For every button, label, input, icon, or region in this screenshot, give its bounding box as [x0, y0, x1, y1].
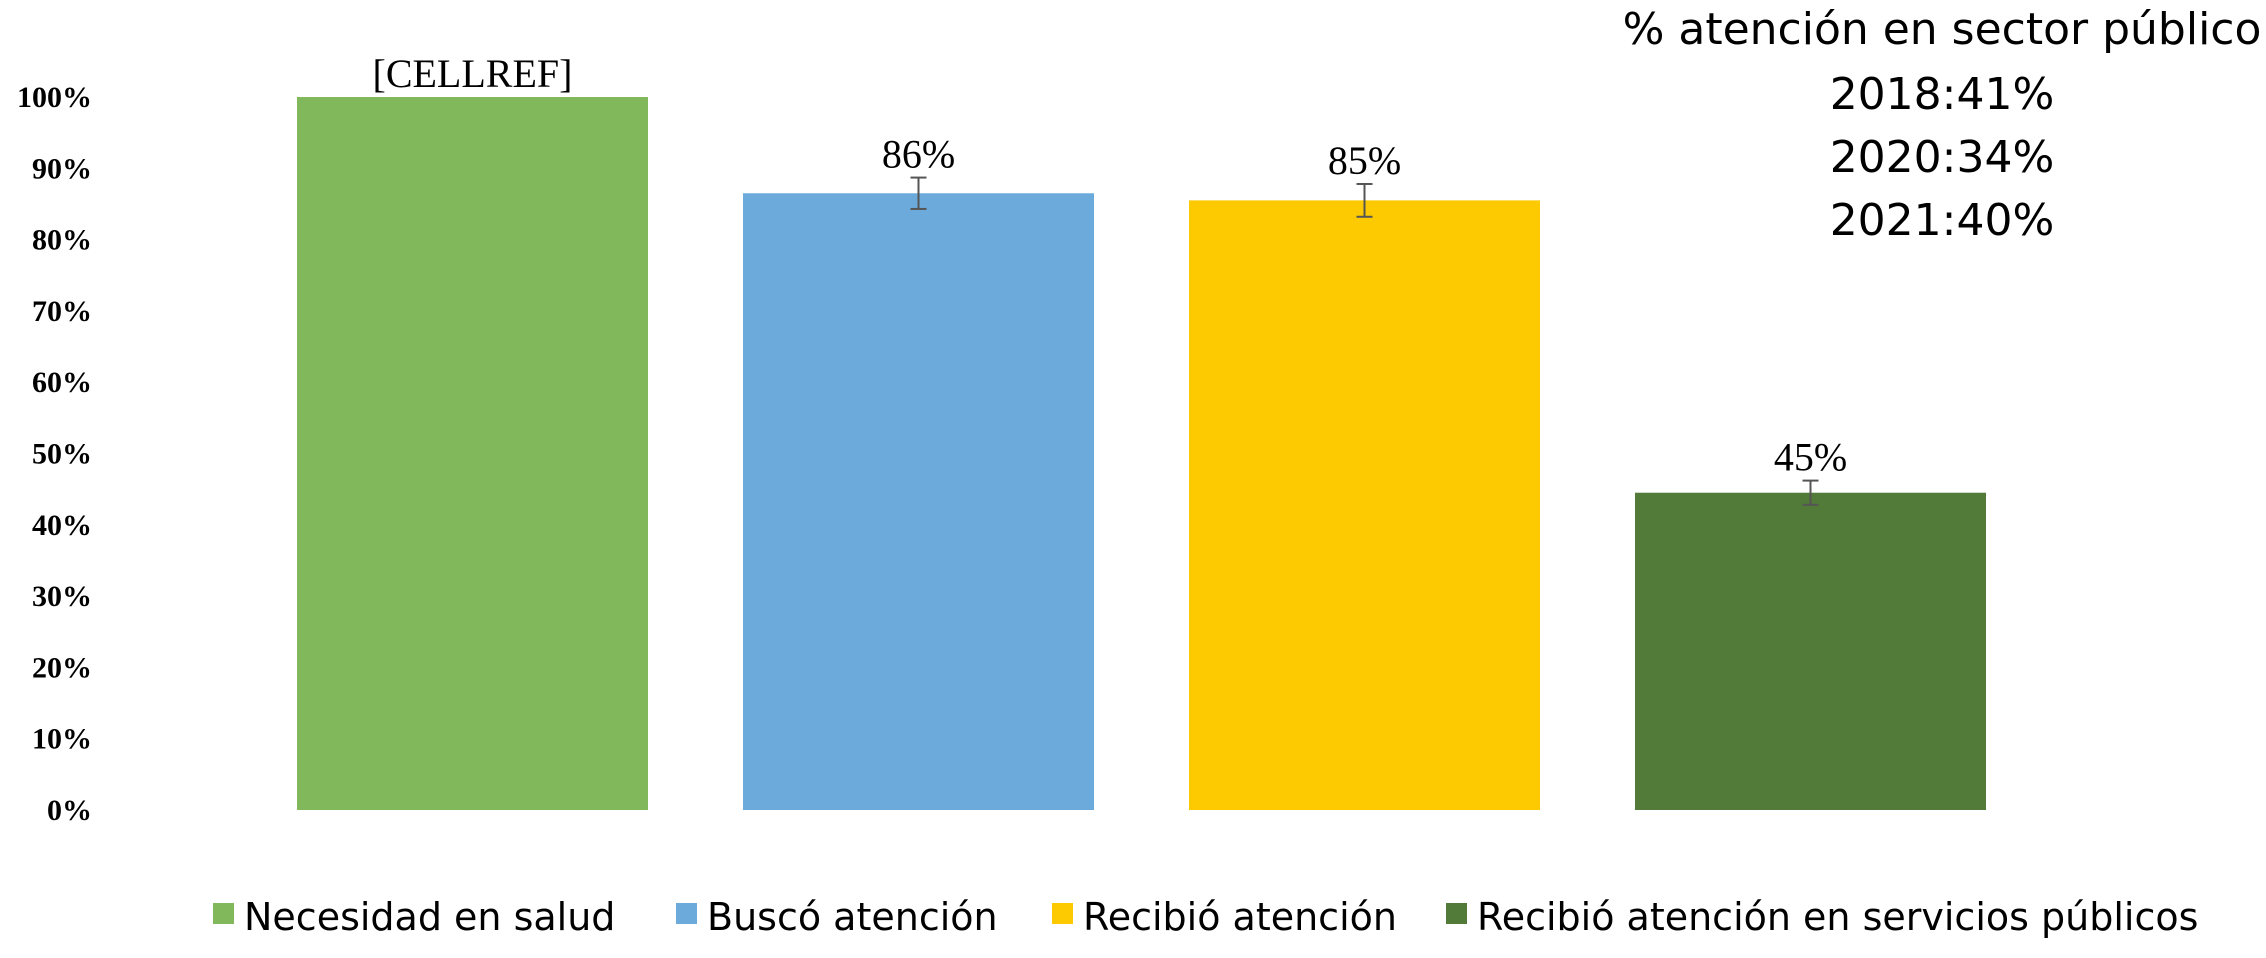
error-bar: [1356, 182, 1373, 218]
legend-label: Recibió atención: [1083, 895, 1397, 939]
public-sector-annotation: % atención en sector público 2018:41% 20…: [1623, 4, 2262, 246]
y-tick-label: 20%: [32, 651, 92, 684]
y-tick-label: 60%: [32, 366, 92, 399]
legend-swatch: [1446, 903, 1467, 924]
y-tick-label: 90%: [32, 152, 92, 185]
data-label: 86%: [882, 132, 955, 177]
data-label: 45%: [1774, 435, 1847, 480]
y-tick-label: 30%: [32, 580, 92, 613]
legend-label: Necesidad en salud: [244, 895, 615, 939]
legend: Necesidad en salud Buscó atención Recibió …: [213, 895, 2198, 939]
error-bars: [910, 176, 1819, 506]
data-labels: [CELLREF] 86% 85% 45%: [373, 51, 1848, 480]
legend-swatch: [1052, 903, 1073, 924]
y-tick-label: 100%: [17, 81, 92, 114]
bar: [297, 97, 648, 810]
legend-label: Buscó atención: [707, 895, 998, 939]
annotation-line-2018: 2018:41%: [1830, 69, 2055, 120]
y-tick-label: 40%: [32, 509, 92, 542]
y-tick-label: 70%: [32, 295, 92, 328]
bar: [743, 193, 1094, 810]
annotation-title: % atención en sector público: [1623, 4, 2262, 55]
legend-swatch: [213, 903, 234, 924]
data-label: 85%: [1328, 138, 1401, 183]
y-tick-label: 0%: [47, 794, 92, 827]
y-axis: 0% 10% 20% 30% 40% 50% 60% 70% 80% 90% 100%: [17, 81, 92, 827]
bars: [297, 97, 1986, 810]
legend-label: Recibió atención en servicios públicos: [1477, 895, 2198, 939]
error-bar: [1802, 479, 1819, 506]
legend-swatch: [676, 903, 697, 924]
error-bar: [910, 176, 927, 210]
annotation-line-2020: 2020:34%: [1830, 132, 2055, 183]
bar: [1189, 200, 1540, 810]
bar: [1635, 492, 1986, 810]
y-tick-label: 10%: [32, 723, 92, 756]
data-label: [CELLREF]: [373, 51, 573, 96]
annotation-line-2021: 2021:40%: [1830, 195, 2055, 246]
y-tick-label: 50%: [32, 438, 92, 471]
y-tick-label: 80%: [32, 224, 92, 257]
